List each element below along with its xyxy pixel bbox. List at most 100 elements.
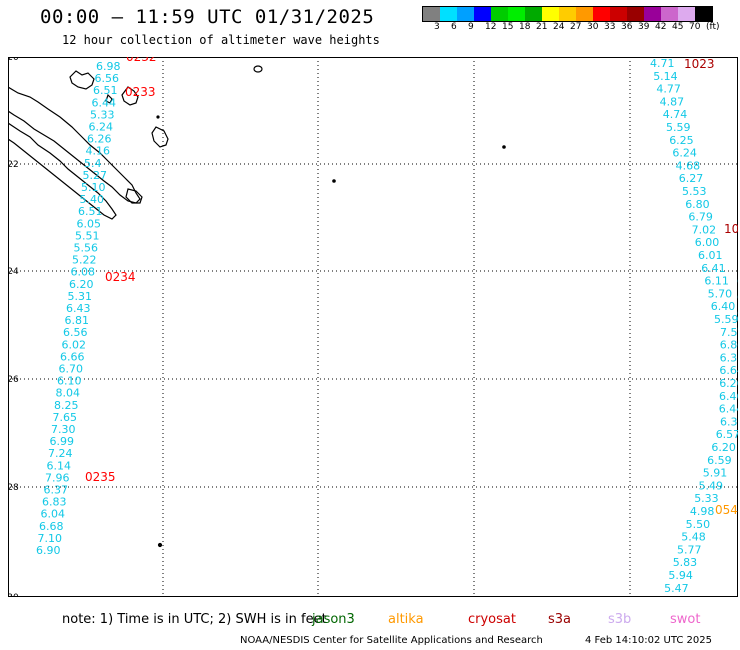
wave-height-value: 6.64	[719, 364, 738, 377]
wave-height-value: 8.04	[56, 387, 81, 400]
time-label: 10	[724, 222, 738, 236]
colorbar-label: (ft)	[706, 22, 720, 32]
wave-height-value: 6.14	[47, 459, 72, 472]
coastline	[8, 65, 506, 548]
wave-height-value: 5.77	[677, 543, 702, 556]
wave-height-value: 6.44	[719, 403, 738, 416]
colorbar-swatch	[644, 7, 661, 21]
colorbar-label: 21	[536, 22, 548, 32]
wave-height-value: 6.56	[63, 326, 88, 339]
colorbar-label: 6	[451, 22, 457, 32]
wave-height-value: 5.59	[714, 313, 738, 326]
time-label: 0235	[85, 470, 116, 484]
colorbar-swatch	[559, 7, 576, 21]
time-label: 0234	[105, 270, 136, 284]
wave-height-value: 4.87	[660, 95, 685, 108]
colorbar-label: 70	[689, 22, 701, 32]
wave-height-value: 7.30	[51, 423, 76, 436]
wave-height-value: 5.50	[686, 518, 711, 531]
wave-height-value: 4.77	[656, 83, 681, 96]
colorbar-swatch	[627, 7, 644, 21]
wave-height-value: 6.37	[44, 484, 69, 497]
colorbar-swatch	[576, 7, 593, 21]
satellite-legend-item: swot	[670, 612, 701, 627]
track-2: 4.715.144.774.874.745.596.256.244.686.27…	[650, 57, 738, 595]
colorbar-swatch	[610, 7, 627, 21]
wave-height-value: 6	[737, 291, 738, 304]
wave-height-value: 6.20	[69, 278, 94, 291]
latitude-label: -28	[8, 483, 19, 493]
wave-height-value: 4.71	[650, 57, 675, 70]
wave-height-value: 6.00	[695, 236, 720, 249]
wave-height-value: 6.98	[96, 60, 121, 73]
colorbar-label: 3	[434, 22, 440, 32]
wave-height-value: 5.31	[68, 290, 93, 303]
wave-height-value: 8.25	[54, 399, 79, 412]
wave-height-value: 7.59	[720, 326, 738, 339]
wave-height-value: 5.51	[75, 229, 100, 242]
wave-height-value: 6.38	[720, 351, 738, 364]
colorbar-swatch	[678, 7, 695, 21]
wave-height-value: 6.11	[704, 275, 729, 288]
wave-height-value: 5.91	[703, 467, 728, 480]
wave-height-value: 6.51	[78, 205, 103, 218]
wave-height-value: 6.24	[89, 121, 114, 134]
wave-height-value: 5.48	[681, 531, 706, 544]
latitude-label: -22	[8, 160, 19, 170]
track-3-partial: 6 6 6 6 6	[737, 275, 738, 352]
time-label: 0232	[126, 57, 157, 64]
wave-height-value: 5.56	[74, 242, 99, 255]
wave-height-value: 6.66	[60, 350, 85, 363]
colorbar-label: 45	[672, 22, 684, 32]
generation-timestamp: 4 Feb 14:10:02 UTC 2025	[585, 635, 712, 646]
colorbar-label: 27	[570, 22, 582, 32]
wave-height-value: 5.10	[81, 181, 106, 194]
colorbar-swatch	[508, 7, 525, 21]
wave-height-value: 6.41	[701, 262, 726, 275]
wave-height-colorbar	[422, 6, 713, 22]
wave-height-value: 5.83	[673, 556, 698, 569]
wave-height-value: 7.10	[38, 532, 63, 545]
wave-height-value: 6.35	[720, 415, 738, 428]
colorbar-swatch	[593, 7, 610, 21]
wave-height-value: 6.25	[669, 134, 694, 147]
wave-height-value: 6.43	[66, 302, 91, 315]
wave-height-value: 6.26	[87, 133, 112, 146]
colorbar-swatch	[695, 7, 712, 21]
wave-height-value: 6.46	[719, 390, 738, 403]
time-label: 054	[715, 503, 738, 517]
wave-height-value: 6.68	[39, 520, 64, 533]
wave-height-value: 5.47	[664, 582, 689, 595]
wave-height-value: 6.59	[707, 454, 732, 467]
colorbar-label: 24	[553, 22, 565, 32]
satellite-legend-item: cryosat	[468, 612, 516, 627]
wave-height-value: 5.70	[708, 287, 733, 300]
wave-height-value: 6.57	[716, 428, 738, 441]
wave-height-value: 6.80	[685, 198, 710, 211]
wave-height-value: 6.51	[93, 84, 118, 97]
footer-credit: NOAA/NESDIS Center for Satellite Applica…	[240, 635, 543, 646]
wave-height-value: 6.10	[57, 375, 82, 388]
satellite-legend-item: s3a	[548, 612, 572, 627]
time-label: 1023	[684, 57, 715, 71]
wave-height-value: 6.90	[36, 544, 61, 557]
wave-height-value: 6	[737, 339, 738, 352]
wave-height-value: 6.27	[679, 172, 704, 185]
colorbar-label: 12	[485, 22, 497, 32]
satellite-legend-item: jason3	[312, 612, 355, 627]
wave-height-value: 7.96	[45, 471, 70, 484]
colorbar-label: 30	[587, 22, 599, 32]
wave-height-value: 6.56	[95, 72, 120, 85]
colorbar-swatch	[474, 7, 491, 21]
wave-height-value: 5.53	[682, 185, 707, 198]
wave-height-value: 6	[737, 307, 738, 320]
colorbar-swatch	[491, 7, 508, 21]
wave-height-value: 7.65	[53, 411, 78, 424]
wave-height-value: 7.24	[48, 447, 73, 460]
map-plot: -20-22-24-26-28-30 165168171174177 6.986…	[8, 57, 738, 597]
wave-height-value: 5.40	[80, 193, 105, 206]
satellite-legend-item: s3b	[608, 612, 632, 627]
wave-height-value: 5.33	[694, 492, 719, 505]
latitude-label: -30	[8, 593, 19, 597]
